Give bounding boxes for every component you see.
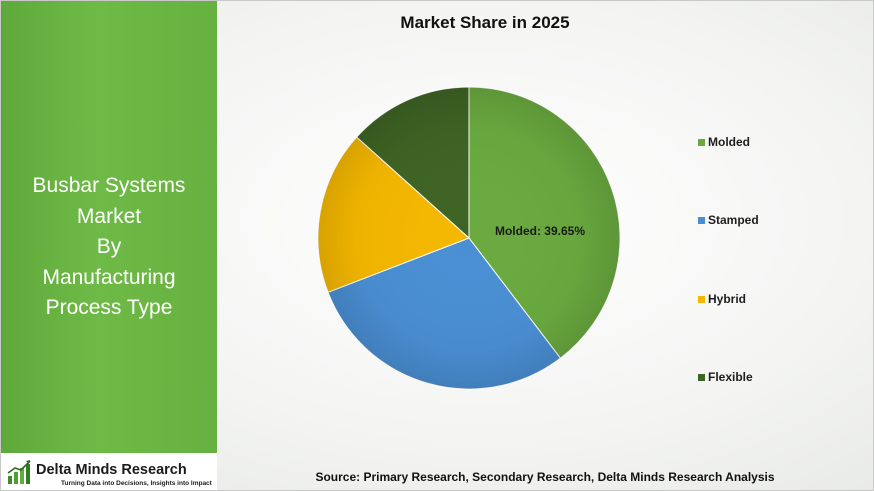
report-title-line-5: Process Type: [45, 296, 173, 319]
report-title-line-3: By: [96, 235, 122, 258]
legend-label-molded: Molded: [708, 135, 750, 149]
legend-swatch-flexible: [698, 373, 705, 381]
legend-item-stamped: Stamped: [698, 213, 759, 227]
source-note: Source: Primary Research, Secondary Rese…: [315, 470, 775, 484]
legend-label-hybrid: Hybrid: [708, 292, 747, 306]
legend-item-molded: Molded: [698, 135, 750, 149]
company-tagline: Turning Data into Decisions, Insights in…: [61, 480, 212, 487]
report-title-line-1: Busbar Systems: [32, 174, 186, 197]
company-name: Delta Minds Research: [36, 462, 187, 478]
legend-swatch-hybrid: [698, 295, 705, 303]
legend-swatch-stamped: [698, 216, 705, 224]
legend-item-flexible: Flexible: [698, 370, 753, 384]
report-title-line-4: Manufacturing: [42, 265, 176, 289]
report-title: Busbar Systems Market By Manufacturing P…: [1, 171, 217, 324]
report-title-line-2: Market: [76, 204, 142, 228]
company-logo: Delta Minds Research Turning Data into D…: [1, 453, 217, 490]
data-label-molded: Molded: 39.65%: [495, 224, 585, 238]
legend-label-stamped: Stamped: [708, 213, 759, 227]
side-panel: Busbar Systems Market By Manufacturing P…: [1, 1, 217, 453]
legend-swatch-molded: [698, 138, 705, 146]
chart-title: Market Share in 2025: [400, 13, 570, 32]
legend-label-flexible: Flexible: [708, 370, 753, 384]
legend-item-hybrid: Hybrid: [698, 292, 746, 306]
bar-chart-growth-icon: [7, 460, 31, 484]
